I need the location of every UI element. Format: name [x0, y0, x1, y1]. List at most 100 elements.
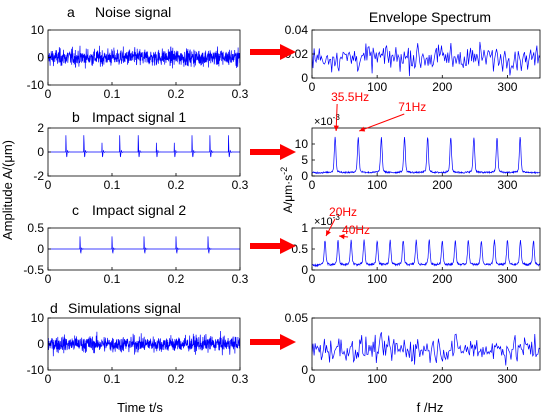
panel-letter: d	[50, 300, 58, 316]
x-tick-label: 100	[367, 272, 387, 286]
connector-arrow-2	[250, 144, 296, 160]
axes-frame	[311, 127, 541, 177]
y-tick-label: 0.5	[27, 221, 44, 235]
panel-title: Impact signal 2	[92, 202, 186, 218]
x-tick-label: 0	[309, 272, 316, 286]
x-tick-label: 200	[432, 372, 452, 386]
connector-arrow-head	[280, 44, 296, 60]
connector-arrow-shaft	[250, 149, 282, 155]
x-tick-label: 200	[432, 272, 452, 286]
y-tick-label: -0.5	[23, 263, 44, 277]
series-line-b-spec	[312, 136, 540, 175]
right-ylabel-text: A/μm·s	[281, 175, 295, 213]
x-tick-label: 0.3	[232, 178, 249, 192]
x-tick-label: 0	[45, 372, 52, 386]
series-line-a-spec	[312, 41, 540, 77]
panel-title: Noise signal	[95, 4, 171, 20]
y-tick-label: 0.04	[285, 23, 309, 37]
y-tick-label: 0	[37, 145, 44, 159]
axes-frame	[311, 317, 541, 371]
exponent-base: ×10	[314, 216, 333, 228]
series-line-c-spec	[312, 239, 540, 268]
right-xlabel: f /Hz	[417, 400, 444, 415]
panel-title: Simulations signal	[68, 300, 181, 316]
series-line-d-time	[48, 330, 240, 357]
x-tick-label: 0	[309, 80, 316, 94]
x-tick-label: 0	[45, 272, 52, 286]
x-tick-label: 0.2	[168, 372, 185, 386]
y-tick-label: 5	[301, 153, 308, 167]
right-ylabel: A/μm·s-2	[279, 167, 295, 213]
peak-annotation: 40Hz	[342, 223, 370, 237]
x-tick-label: 0.1	[104, 87, 121, 101]
exponent-base: ×10	[314, 116, 333, 128]
connector-arrow-head	[280, 238, 296, 254]
y-tick-label: -2	[33, 169, 44, 183]
annotation-arrow-head	[333, 125, 339, 131]
peak-annotation: 35.5Hz	[331, 90, 369, 104]
y-tick-label: 0	[301, 263, 308, 277]
panel-d-spec: 0 100 200 300 0 0.05	[285, 311, 541, 386]
x-tick-label: 300	[497, 272, 517, 286]
x-tick-label: 300	[497, 372, 517, 386]
x-tick-label: 100	[367, 178, 387, 192]
x-tick-label: 0	[45, 178, 52, 192]
y-tick-label: 10	[31, 23, 45, 37]
y-tick-label: 0	[37, 337, 44, 351]
y-tick-label: 10	[31, 311, 45, 325]
x-tick-label: 200	[432, 178, 452, 192]
connector-arrow-shaft	[250, 339, 282, 345]
series-line-d-spec	[312, 332, 540, 366]
x-tick-label: 100	[367, 372, 387, 386]
x-tick-label: 200	[432, 80, 452, 94]
left-ylabel: Amplitude A/(μm)	[0, 140, 15, 240]
x-tick-label: 0	[45, 87, 52, 101]
y-tick-label: 0	[37, 242, 44, 256]
x-tick-label: 100	[367, 80, 387, 94]
annotation-arrow-head	[339, 234, 345, 240]
x-tick-label: 0	[309, 372, 316, 386]
right-ylabel-exponent: -2	[279, 167, 289, 175]
y-tick-label: 10	[295, 137, 309, 151]
panel-letter: c	[72, 202, 79, 218]
exponent-power: -3	[333, 213, 341, 222]
x-tick-label: 300	[497, 178, 517, 192]
x-tick-label: 0.3	[232, 372, 249, 386]
exponent-label: ×10-3	[314, 213, 340, 228]
connector-arrow-head	[280, 334, 296, 350]
annotation-arrow-line	[359, 113, 405, 132]
y-tick-label: 0	[301, 363, 308, 377]
series-line-b-time	[48, 135, 240, 158]
y-tick-label: 0.05	[285, 311, 309, 325]
x-tick-label: 0.2	[168, 272, 185, 286]
y-tick-label: 0	[301, 71, 308, 85]
x-tick-label: 0.1	[104, 178, 121, 192]
peak-annotation: 71Hz	[398, 100, 426, 114]
x-tick-label: 0.1	[104, 372, 121, 386]
x-tick-label: 0.2	[168, 178, 185, 192]
x-tick-label: 0	[309, 178, 316, 192]
panel-letter: a	[67, 4, 75, 20]
panel-title: Envelope Spectrum	[369, 9, 491, 25]
peak-annotation: 20Hz	[329, 205, 357, 219]
y-tick-label: 0	[301, 169, 308, 183]
y-tick-label: -10	[27, 78, 45, 92]
series-line-c-time	[48, 236, 240, 254]
connector-arrow-shaft	[250, 243, 282, 249]
connector-arrow-head	[280, 144, 296, 160]
x-tick-label: 0.2	[168, 87, 185, 101]
connector-arrow-3	[250, 238, 296, 254]
x-tick-label: 0.1	[104, 272, 121, 286]
panel-letter: b	[72, 109, 80, 125]
x-tick-label: 300	[497, 80, 517, 94]
series-line-a-time	[48, 45, 240, 69]
panel-title: Impact signal 1	[92, 109, 186, 125]
